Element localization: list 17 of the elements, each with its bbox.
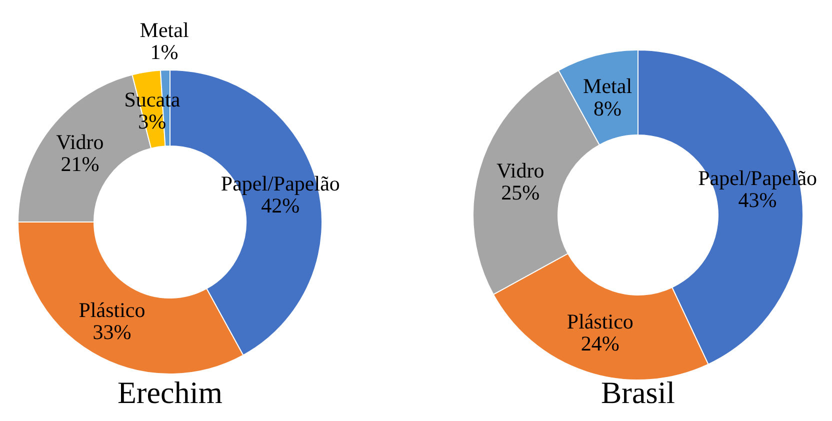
slice-label: Metal [583,74,632,98]
data-label: 24% [580,331,620,356]
text: Erechim [117,375,223,410]
data-label: 21% [60,152,100,176]
data-label: 42% [261,194,300,218]
slice-label: Metal [140,18,189,42]
slice-label: Vidro [496,158,544,183]
slice-label: Plástico [78,298,146,322]
data-label: 33% [92,320,132,344]
slice-label: Vidro [56,130,104,154]
slice-label: Plástico [566,309,634,334]
data-label: 43% [738,188,777,212]
slice-label: Sucata [124,87,181,112]
text: Brasil [600,375,676,410]
data-label: 25% [501,180,540,205]
data-label: 8% [594,96,622,120]
data-label: 1% [150,40,178,64]
